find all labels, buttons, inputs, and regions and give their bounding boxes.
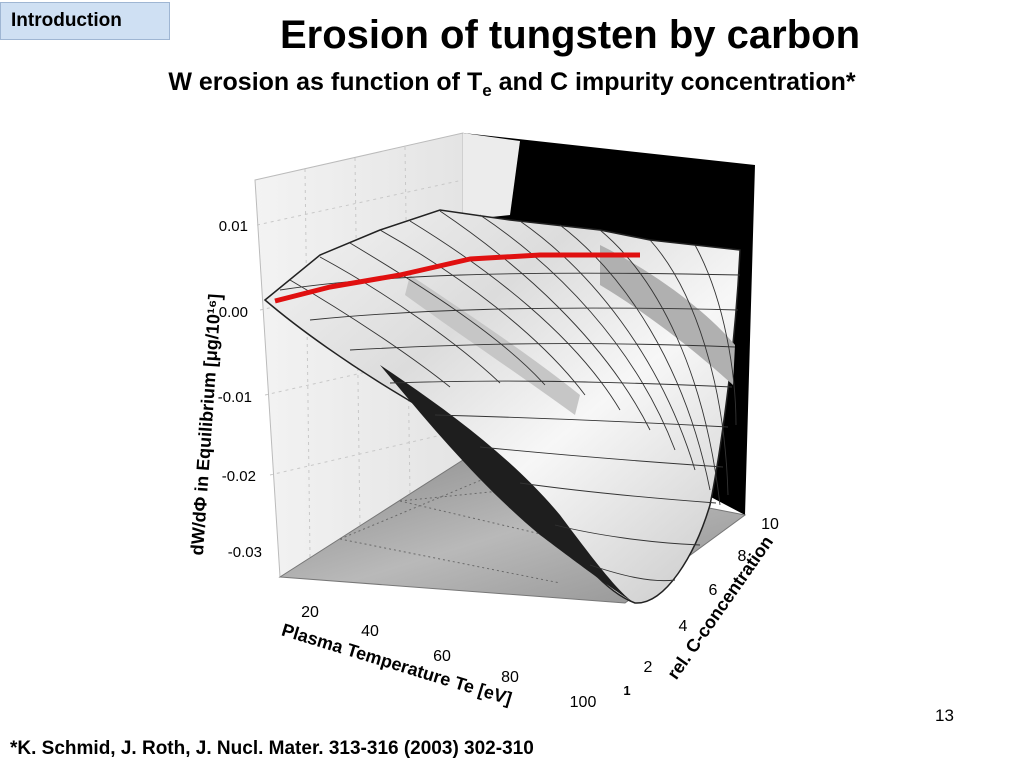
subtitle-subscript: e (482, 81, 492, 100)
x-tick-label: 80 (501, 669, 519, 686)
surface-mesh (279, 210, 741, 582)
y-tick-label: 2 (644, 659, 653, 676)
x-tick-label: 20 (301, 604, 319, 621)
surface-gray-band-2 (405, 275, 580, 415)
z-tick-label: 0.01 (219, 218, 248, 235)
z-axis-label: dW/dΦ in Equilibrium [μg/10¹⁶] (187, 293, 225, 556)
page-number: 13 (935, 706, 954, 725)
reference-citation: *K. Schmid, J. Roth, J. Nucl. Mater. 313… (10, 738, 534, 759)
x-tick-label: 60 (433, 648, 451, 665)
subtitle-main: W erosion as function of T (168, 68, 483, 96)
subtitle-rest: and C impurity concentration* (491, 68, 856, 96)
y-tick-label: 10 (761, 516, 779, 533)
y-tick-label: 6 (709, 582, 718, 599)
x-axis: 20 40 60 80 100 (301, 604, 596, 711)
surface-gray-band (600, 245, 735, 385)
z-tick-label: -0.02 (222, 468, 256, 485)
z-tick-label: -0.01 (218, 389, 252, 406)
y-axis: 1 2 4 6 8 10 (623, 516, 779, 698)
section-tag: Introduction (0, 2, 170, 40)
y-tick-label: 8 (738, 548, 747, 565)
y-tick-label: 1 (623, 683, 630, 698)
y-tick-label: 4 (679, 618, 688, 635)
surface-dark-band (380, 365, 635, 603)
back-wall-light-band (463, 133, 520, 220)
surface-plot-figure: 0.01 0.00 -0.01 -0.02 -0.03 dW/dΦ in Equ… (187, 132, 779, 711)
x-tick-label: 100 (570, 694, 597, 711)
slide-subtitle: W erosion as function of Te and C impuri… (0, 66, 1024, 107)
z-axis: 0.01 0.00 -0.01 -0.02 -0.03 (218, 218, 262, 561)
x-tick-label: 40 (361, 623, 379, 640)
z-tick-label: 0.00 (219, 304, 248, 321)
x-axis-label: Plasma Temperature Te [eV] (279, 620, 514, 709)
zero-erosion-line (274, 252, 640, 304)
z-tick-label: -0.03 (228, 544, 262, 561)
slide-title: Erosion of tungsten by carbon (279, 13, 861, 57)
